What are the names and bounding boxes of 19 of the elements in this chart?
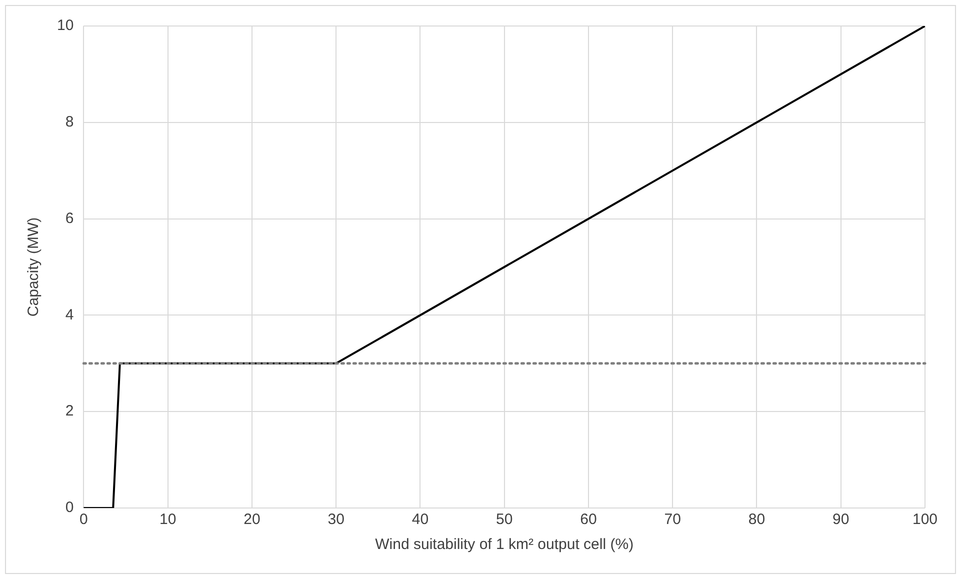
y-tick-label: 8 (65, 114, 74, 131)
y-tick-label: 0 (65, 499, 74, 516)
y-tick-label: 6 (65, 210, 74, 227)
x-tick-label: 70 (664, 511, 681, 528)
y-axis-title: Capacity (MW) (25, 217, 42, 317)
x-tick-label: 20 (244, 511, 260, 528)
y-tick-label: 10 (56, 17, 74, 34)
y-tick-label: 2 (65, 402, 74, 420)
x-tick-label: 10 (159, 511, 176, 528)
x-tick-label: 50 (496, 511, 513, 528)
x-tick-label: 40 (412, 511, 429, 528)
x-tick-label: 0 (80, 511, 88, 528)
x-tick-label: 30 (328, 511, 344, 528)
x-tick-label: 90 (832, 511, 850, 528)
x-tick-label: 60 (580, 511, 597, 528)
y-tick-label: 4 (65, 306, 74, 324)
x-tick-label: 100 (912, 511, 938, 528)
x-axis-title: Wind suitability of 1 km² output cell (%) (375, 536, 634, 554)
x-tick-label: 80 (748, 511, 766, 528)
